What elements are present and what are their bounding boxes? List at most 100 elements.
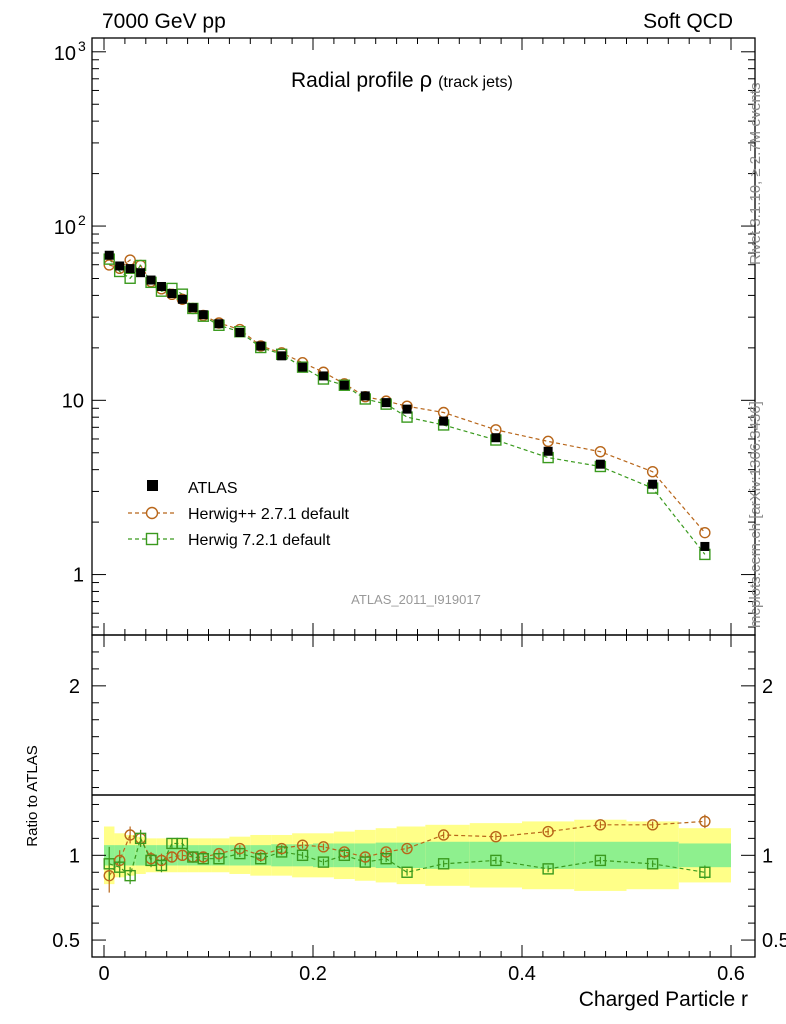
stat-band-bin: [124, 845, 136, 866]
x-tick-label: 0.4: [508, 963, 536, 985]
herwig7-ratio-point: [699, 866, 711, 878]
herwig7-ratio-point: [176, 837, 189, 850]
axis-ticks: [92, 38, 755, 957]
herwig7-ratio-point: [490, 854, 502, 867]
atlas-data-point: [146, 275, 156, 285]
herwigpp-main-point: [437, 406, 450, 419]
ratio-axis-label: Ratio to ATLAS: [24, 745, 41, 846]
plot-title: Radial profile ρ (track jets): [291, 67, 513, 92]
rivet-version-label: Rivet 3.1.10, ≥ 2.7M events: [747, 83, 764, 266]
herwigpp-ratio-point: [490, 830, 502, 843]
atlas-data-point: [188, 303, 198, 313]
herwigpp-ratio-point: [176, 849, 189, 862]
x-tick-label: 0.6: [717, 963, 745, 985]
atlas-data-point: [491, 433, 501, 443]
atlas-data-point: [125, 264, 135, 274]
atlas-data-point: [198, 310, 208, 320]
atlas-data-point: [136, 268, 146, 278]
herwigpp-main-point: [124, 254, 136, 266]
atlas-data-point: [177, 294, 187, 304]
y-tick-label-exponent: 3: [78, 38, 86, 54]
atlas-data-point: [402, 404, 412, 414]
herwigpp-ratio-point: [187, 851, 199, 863]
herwig7-ratio-point: [401, 866, 413, 878]
y-tick-label-ratio-left: 2: [69, 676, 80, 698]
herwig7-main-point: [338, 379, 351, 391]
herwigpp-ratio-point: [166, 851, 178, 863]
herwig7-ratio-point: [380, 853, 392, 865]
herwig7-ratio-point: [437, 858, 450, 870]
herwig7-ratio-point: [234, 847, 246, 860]
energy-label: 7000 GeV pp: [102, 10, 226, 33]
atlas-data-point: [543, 446, 553, 456]
herwig7-ratio-point: [594, 854, 607, 867]
herwigpp-ratio-point: [113, 854, 126, 867]
herwigpp-ratio-point: [542, 825, 554, 838]
herwig7-ratio-point: [275, 846, 288, 858]
ratio-plot-frame: [91, 634, 756, 958]
legend-marker-herwig7: [145, 532, 159, 546]
herwigpp-ratio-point: [699, 815, 711, 828]
herwigpp-ratio-point: [380, 846, 392, 858]
herwig7-ratio-point: [359, 856, 371, 868]
x-axis-label: Charged Particle r: [579, 988, 748, 1011]
herwigpp-ratio-point: [646, 819, 659, 831]
herwig7-ratio-point: [317, 856, 330, 868]
herwigpp-ratio-point: [255, 849, 267, 862]
herwigpp-ratio-point: [103, 869, 115, 882]
legend-label-herwig7: Herwig 7.2.1 default: [188, 532, 331, 549]
y-tick-label-main: 10: [62, 390, 84, 412]
herwigpp-ratio-point: [594, 819, 607, 831]
process-label: Soft QCD: [643, 10, 733, 33]
legend-label-herwigpp: Herwig++ 2.7.1 default: [188, 506, 350, 523]
atlas-data-point: [104, 250, 114, 260]
stat-band-bin: [425, 841, 470, 869]
atlas-data-point: [167, 289, 177, 299]
atlas-data-point: [156, 281, 166, 291]
atlas-data-point: [360, 391, 370, 401]
herwig7-main-line: [108, 258, 706, 555]
atlas-data-point: [439, 416, 449, 426]
y-tick-label-ratio-right: 1: [762, 845, 773, 867]
y-tick-label-main: 1: [73, 565, 84, 587]
herwigpp-ratio-point: [338, 846, 351, 858]
herwigpp-ratio-point: [317, 841, 330, 853]
herwigpp-ratio-point: [124, 829, 136, 841]
herwigpp-ratio-point: [275, 842, 288, 855]
stat-band-bin: [135, 845, 146, 866]
herwigpp-main-point: [103, 259, 115, 271]
atlas-data-point: [115, 261, 125, 271]
atlas-data-point: [648, 479, 658, 489]
herwig7-ratio-point: [134, 832, 147, 845]
herwigpp-main-point: [646, 465, 659, 478]
herwig7-main-point: [296, 361, 309, 373]
legend-marker-herwigpp: [145, 506, 159, 520]
atlas-data-point: [700, 541, 710, 551]
atlas-data-point: [318, 371, 328, 381]
herwig7-ratio-point: [542, 863, 554, 875]
herwigpp-ratio-point: [437, 829, 450, 841]
herwig7-ratio-point: [338, 849, 351, 862]
herwig7-ratio-point: [113, 861, 126, 873]
atlas-data-point: [277, 351, 287, 361]
y-tick-label-main: 10: [54, 217, 76, 239]
mcplots-source-label: mcplots.cern.ch [arXiv:1306.3436]: [747, 401, 764, 628]
y-tick-label-main: 10: [54, 43, 76, 65]
atlas-data-point: [214, 319, 224, 329]
legend-marker-atlas: [147, 480, 158, 491]
herwigpp-ratio-point: [296, 839, 309, 851]
herwigpp-main-point: [542, 435, 554, 448]
y-tick-label-exponent: 2: [78, 212, 86, 228]
atlas-data-point: [595, 459, 605, 469]
atlas-data-point: [298, 362, 308, 372]
herwig7-main-point: [124, 272, 136, 284]
atlas-data-point: [381, 398, 391, 408]
stat-band-bin: [678, 843, 731, 868]
herwig7-ratio-point: [155, 859, 168, 872]
herwig7-ratio-point: [646, 858, 659, 870]
atlas-data-point: [339, 380, 349, 390]
herwigpp-ratio-line: [108, 820, 705, 877]
herwig7-ratio-point: [296, 849, 309, 862]
